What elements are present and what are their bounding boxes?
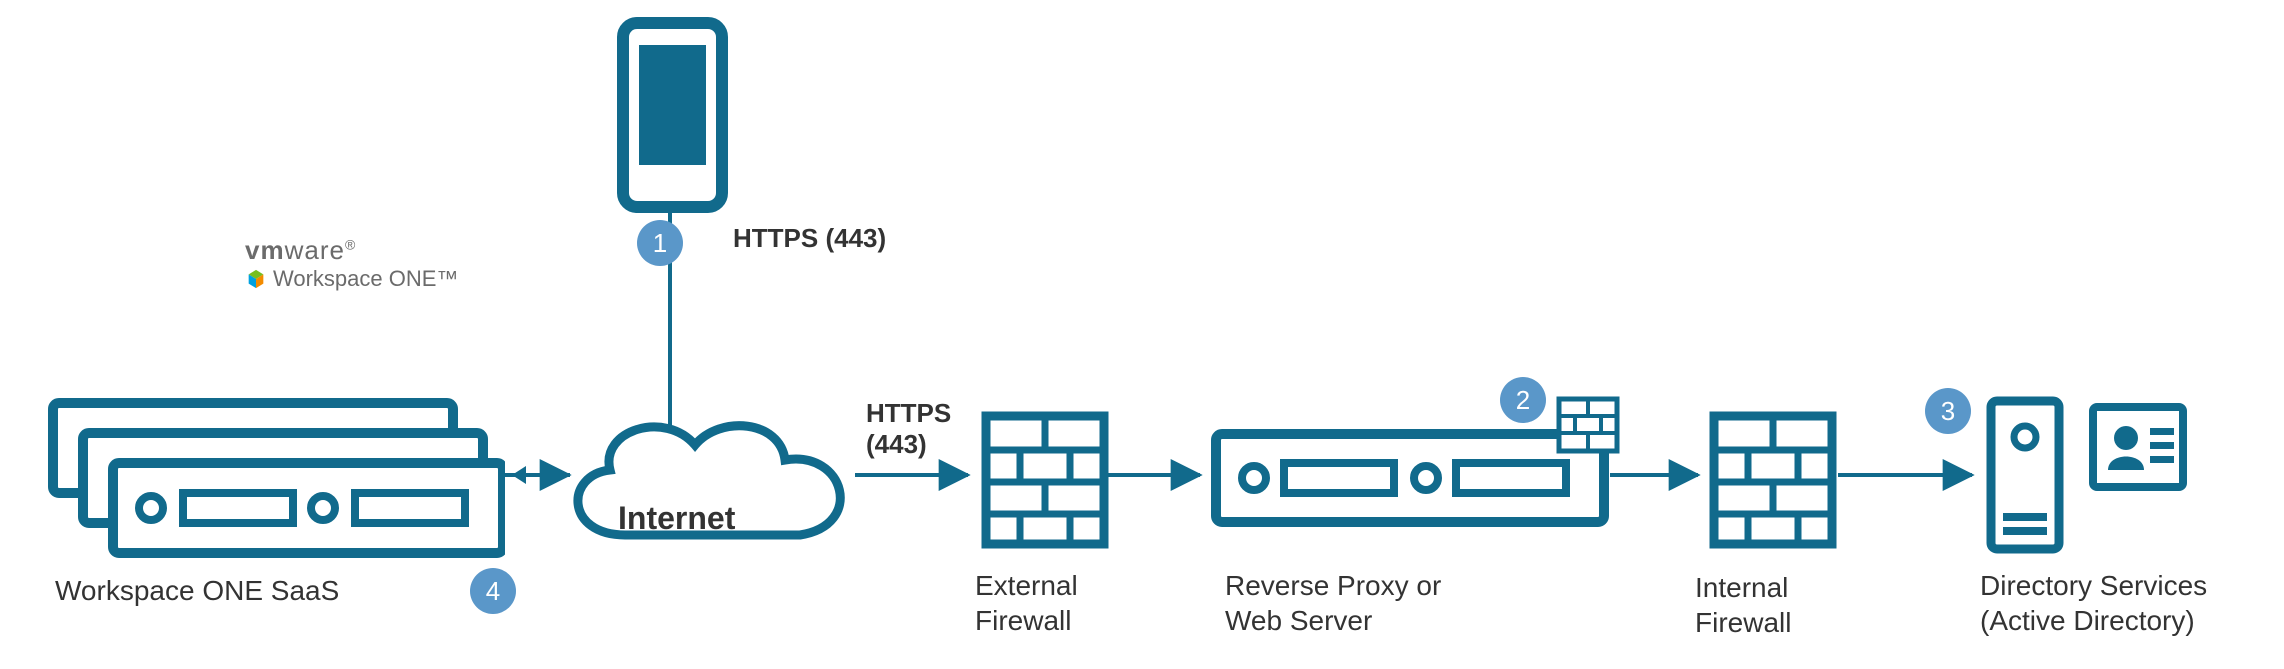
internal-firewall	[1708, 410, 1838, 550]
firewall-icon	[1708, 410, 1838, 550]
saas-server-stack	[45, 395, 505, 560]
phone-icon	[615, 15, 730, 215]
badge-2: 2	[1500, 377, 1546, 423]
small-firewall-icon	[1555, 395, 1621, 455]
protocol-device: HTTPS (443)	[733, 222, 886, 255]
proxy-firewall-badge	[1555, 395, 1621, 455]
proxy-label: Reverse Proxy or Web Server	[1225, 568, 1505, 638]
saas-label: Workspace ONE SaaS	[55, 573, 339, 608]
ext-fw-label: External Firewall	[975, 568, 1135, 638]
user-directory-card	[2088, 402, 2188, 492]
firewall-icon	[980, 410, 1110, 550]
badge-1: 1	[637, 220, 683, 266]
protocol-firewall: HTTPS (443)	[866, 398, 976, 460]
directory-server	[1985, 395, 2065, 555]
logo-subline: Workspace ONE™	[245, 266, 458, 292]
int-fw-label: Internal Firewall	[1695, 570, 1855, 640]
badge-3: 3	[1925, 388, 1971, 434]
vmware-logo: vmware® Workspace ONE™	[245, 235, 458, 292]
badge-4: 4	[470, 568, 516, 614]
logo-vm: vm	[245, 235, 285, 265]
server-icon	[1210, 428, 1610, 528]
logo-reg: ®	[345, 236, 356, 252]
reverse-proxy-server	[1210, 428, 1610, 528]
workspace-one-icon	[245, 268, 267, 290]
diagram-canvas: vmware® Workspace ONE™	[0, 0, 2284, 669]
internet-label: Internet	[618, 498, 735, 538]
mobile-device	[615, 15, 730, 215]
dir-label: Directory Services (Active Directory)	[1980, 568, 2270, 638]
connections-layer	[0, 0, 2284, 669]
server-stack-icon	[45, 395, 505, 560]
user-card-icon	[2088, 402, 2188, 492]
logo-ware: ware	[285, 235, 345, 265]
directory-tower-icon	[1985, 395, 2065, 555]
external-firewall	[980, 410, 1110, 550]
